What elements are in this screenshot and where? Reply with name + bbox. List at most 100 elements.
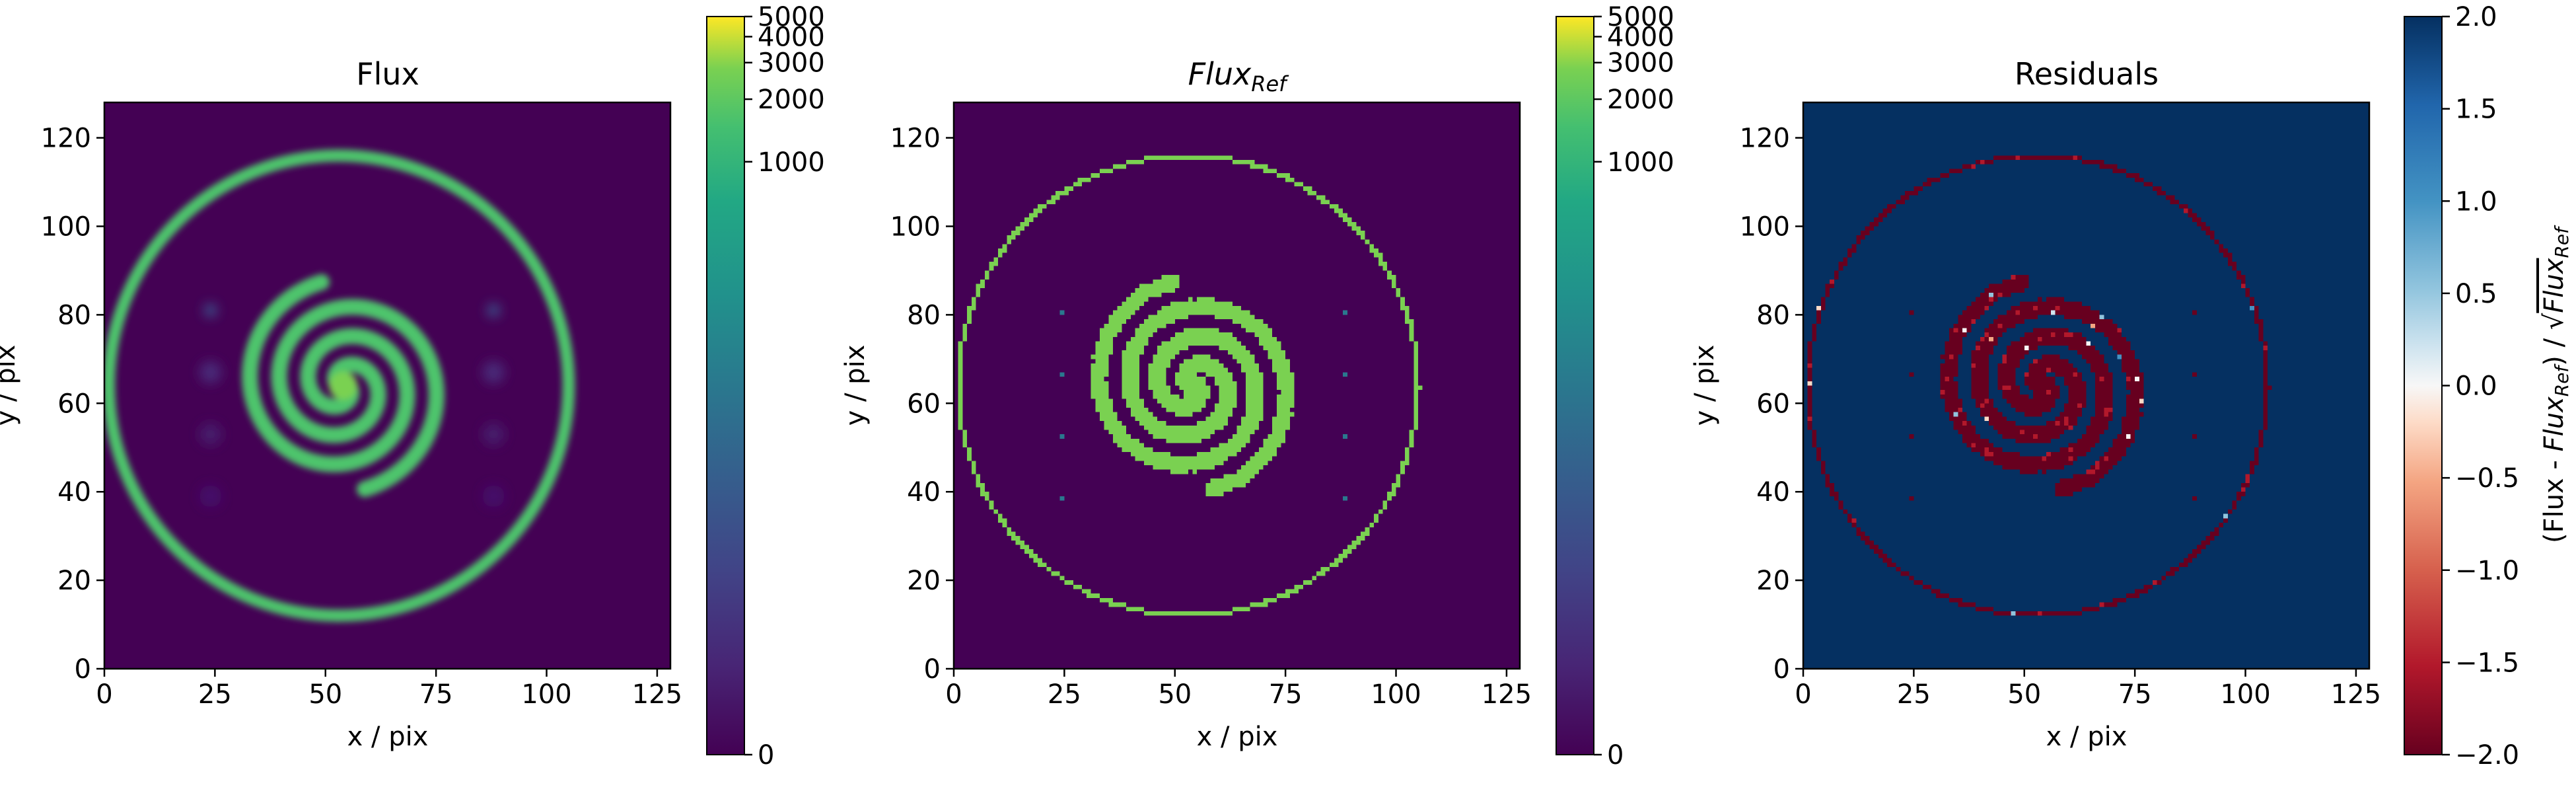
pixel <box>1135 386 1140 391</box>
pixel <box>2069 611 2073 616</box>
pixel <box>1149 461 1153 465</box>
pixel <box>1250 390 1255 395</box>
pixel <box>2130 439 2135 443</box>
pixel <box>2113 439 2118 443</box>
pixel <box>1967 306 1972 311</box>
pixel <box>1989 293 1993 297</box>
pixel <box>1396 474 1401 478</box>
pixel <box>1135 447 1140 452</box>
pixel <box>2108 399 2113 404</box>
pixel <box>1122 319 1126 324</box>
pixel <box>1285 593 1290 598</box>
pixel <box>1967 439 1972 443</box>
pixel <box>1852 518 1857 523</box>
pixel <box>2046 611 2051 616</box>
pixel <box>1095 593 1100 598</box>
pixel <box>1118 434 1122 439</box>
pixel <box>2015 408 2020 412</box>
pixel <box>1883 209 1888 213</box>
pixel <box>2135 381 2139 386</box>
pixel <box>1215 155 1219 160</box>
pixel <box>1157 368 1162 373</box>
pixel <box>2166 196 2170 200</box>
pixel <box>1095 342 1100 346</box>
pixel <box>2020 457 2024 461</box>
pixel <box>1228 483 1233 488</box>
pixel <box>2113 461 2118 465</box>
pixel <box>1272 598 1277 603</box>
pixel <box>1215 328 1219 332</box>
pixel <box>1003 523 1007 527</box>
pixel <box>1144 457 1149 461</box>
pixel <box>1166 399 1170 404</box>
pixel <box>2046 328 2051 332</box>
pixel <box>2091 443 2095 448</box>
pixel <box>1144 155 1149 160</box>
pixel <box>2263 426 2268 430</box>
pixel <box>1347 545 1352 550</box>
pixel <box>2228 510 2233 514</box>
pixel <box>2020 430 2024 434</box>
pixel <box>2091 324 2095 328</box>
pixel <box>2095 355 2100 359</box>
colorbar-tick-label: 2.0 <box>2455 2 2497 32</box>
pixel <box>1413 363 1418 368</box>
pixel <box>1135 390 1140 395</box>
pixel <box>1206 363 1211 368</box>
pixel <box>1852 244 1857 248</box>
pixel <box>2020 470 2024 474</box>
pixel <box>1149 447 1153 452</box>
colorbar-ticks: 010002000300040005000 <box>744 2 825 771</box>
pixel <box>1193 342 1198 346</box>
pixel <box>1144 288 1149 293</box>
pixel <box>1197 465 1201 470</box>
pixel <box>1122 368 1126 373</box>
pixel <box>1170 155 1175 160</box>
point-source <box>199 423 221 445</box>
pixel <box>2024 284 2029 289</box>
pixel <box>1413 346 1418 350</box>
pixel <box>2059 478 2064 483</box>
pixel <box>1272 359 1277 363</box>
pixel <box>1153 315 1157 319</box>
pixel <box>1396 478 1401 483</box>
pixel <box>1285 368 1290 373</box>
pixel <box>1170 280 1175 284</box>
pixel <box>1157 315 1162 319</box>
pixel <box>1034 558 1038 563</box>
pixel <box>2002 372 2007 377</box>
pixel <box>1034 213 1038 217</box>
y-tick-label: 20 <box>907 566 941 596</box>
pixel <box>2077 483 2082 488</box>
pixel <box>1246 359 1250 363</box>
point-source <box>1060 311 1065 315</box>
pixel <box>1201 306 1206 311</box>
pixel <box>1139 332 1144 337</box>
pixel <box>1223 155 1228 160</box>
pixel <box>1219 311 1224 315</box>
pixel <box>2210 531 2215 536</box>
pixel <box>2091 355 2095 359</box>
pixel <box>2028 426 2033 430</box>
pixel <box>1962 421 1967 426</box>
pixel <box>2170 567 2175 572</box>
pixel <box>1153 430 1157 434</box>
pixel <box>1277 430 1281 434</box>
pixel <box>2069 342 2073 346</box>
pixel <box>1268 457 1272 461</box>
pixel <box>2263 363 2268 368</box>
pixel <box>1958 332 1962 337</box>
pixel <box>2024 337 2029 342</box>
pixel <box>2087 311 2091 315</box>
pixel <box>1250 412 1255 417</box>
pixel <box>2210 536 2215 541</box>
pixel <box>1210 426 1215 430</box>
pixel <box>2223 514 2228 519</box>
pixel <box>2042 470 2047 474</box>
pixel <box>1237 311 1242 315</box>
pixel <box>2051 359 2056 363</box>
pixel <box>1281 355 1285 359</box>
pixel <box>1188 311 1193 315</box>
pixel <box>2077 403 2082 408</box>
pixel <box>1184 301 1188 306</box>
